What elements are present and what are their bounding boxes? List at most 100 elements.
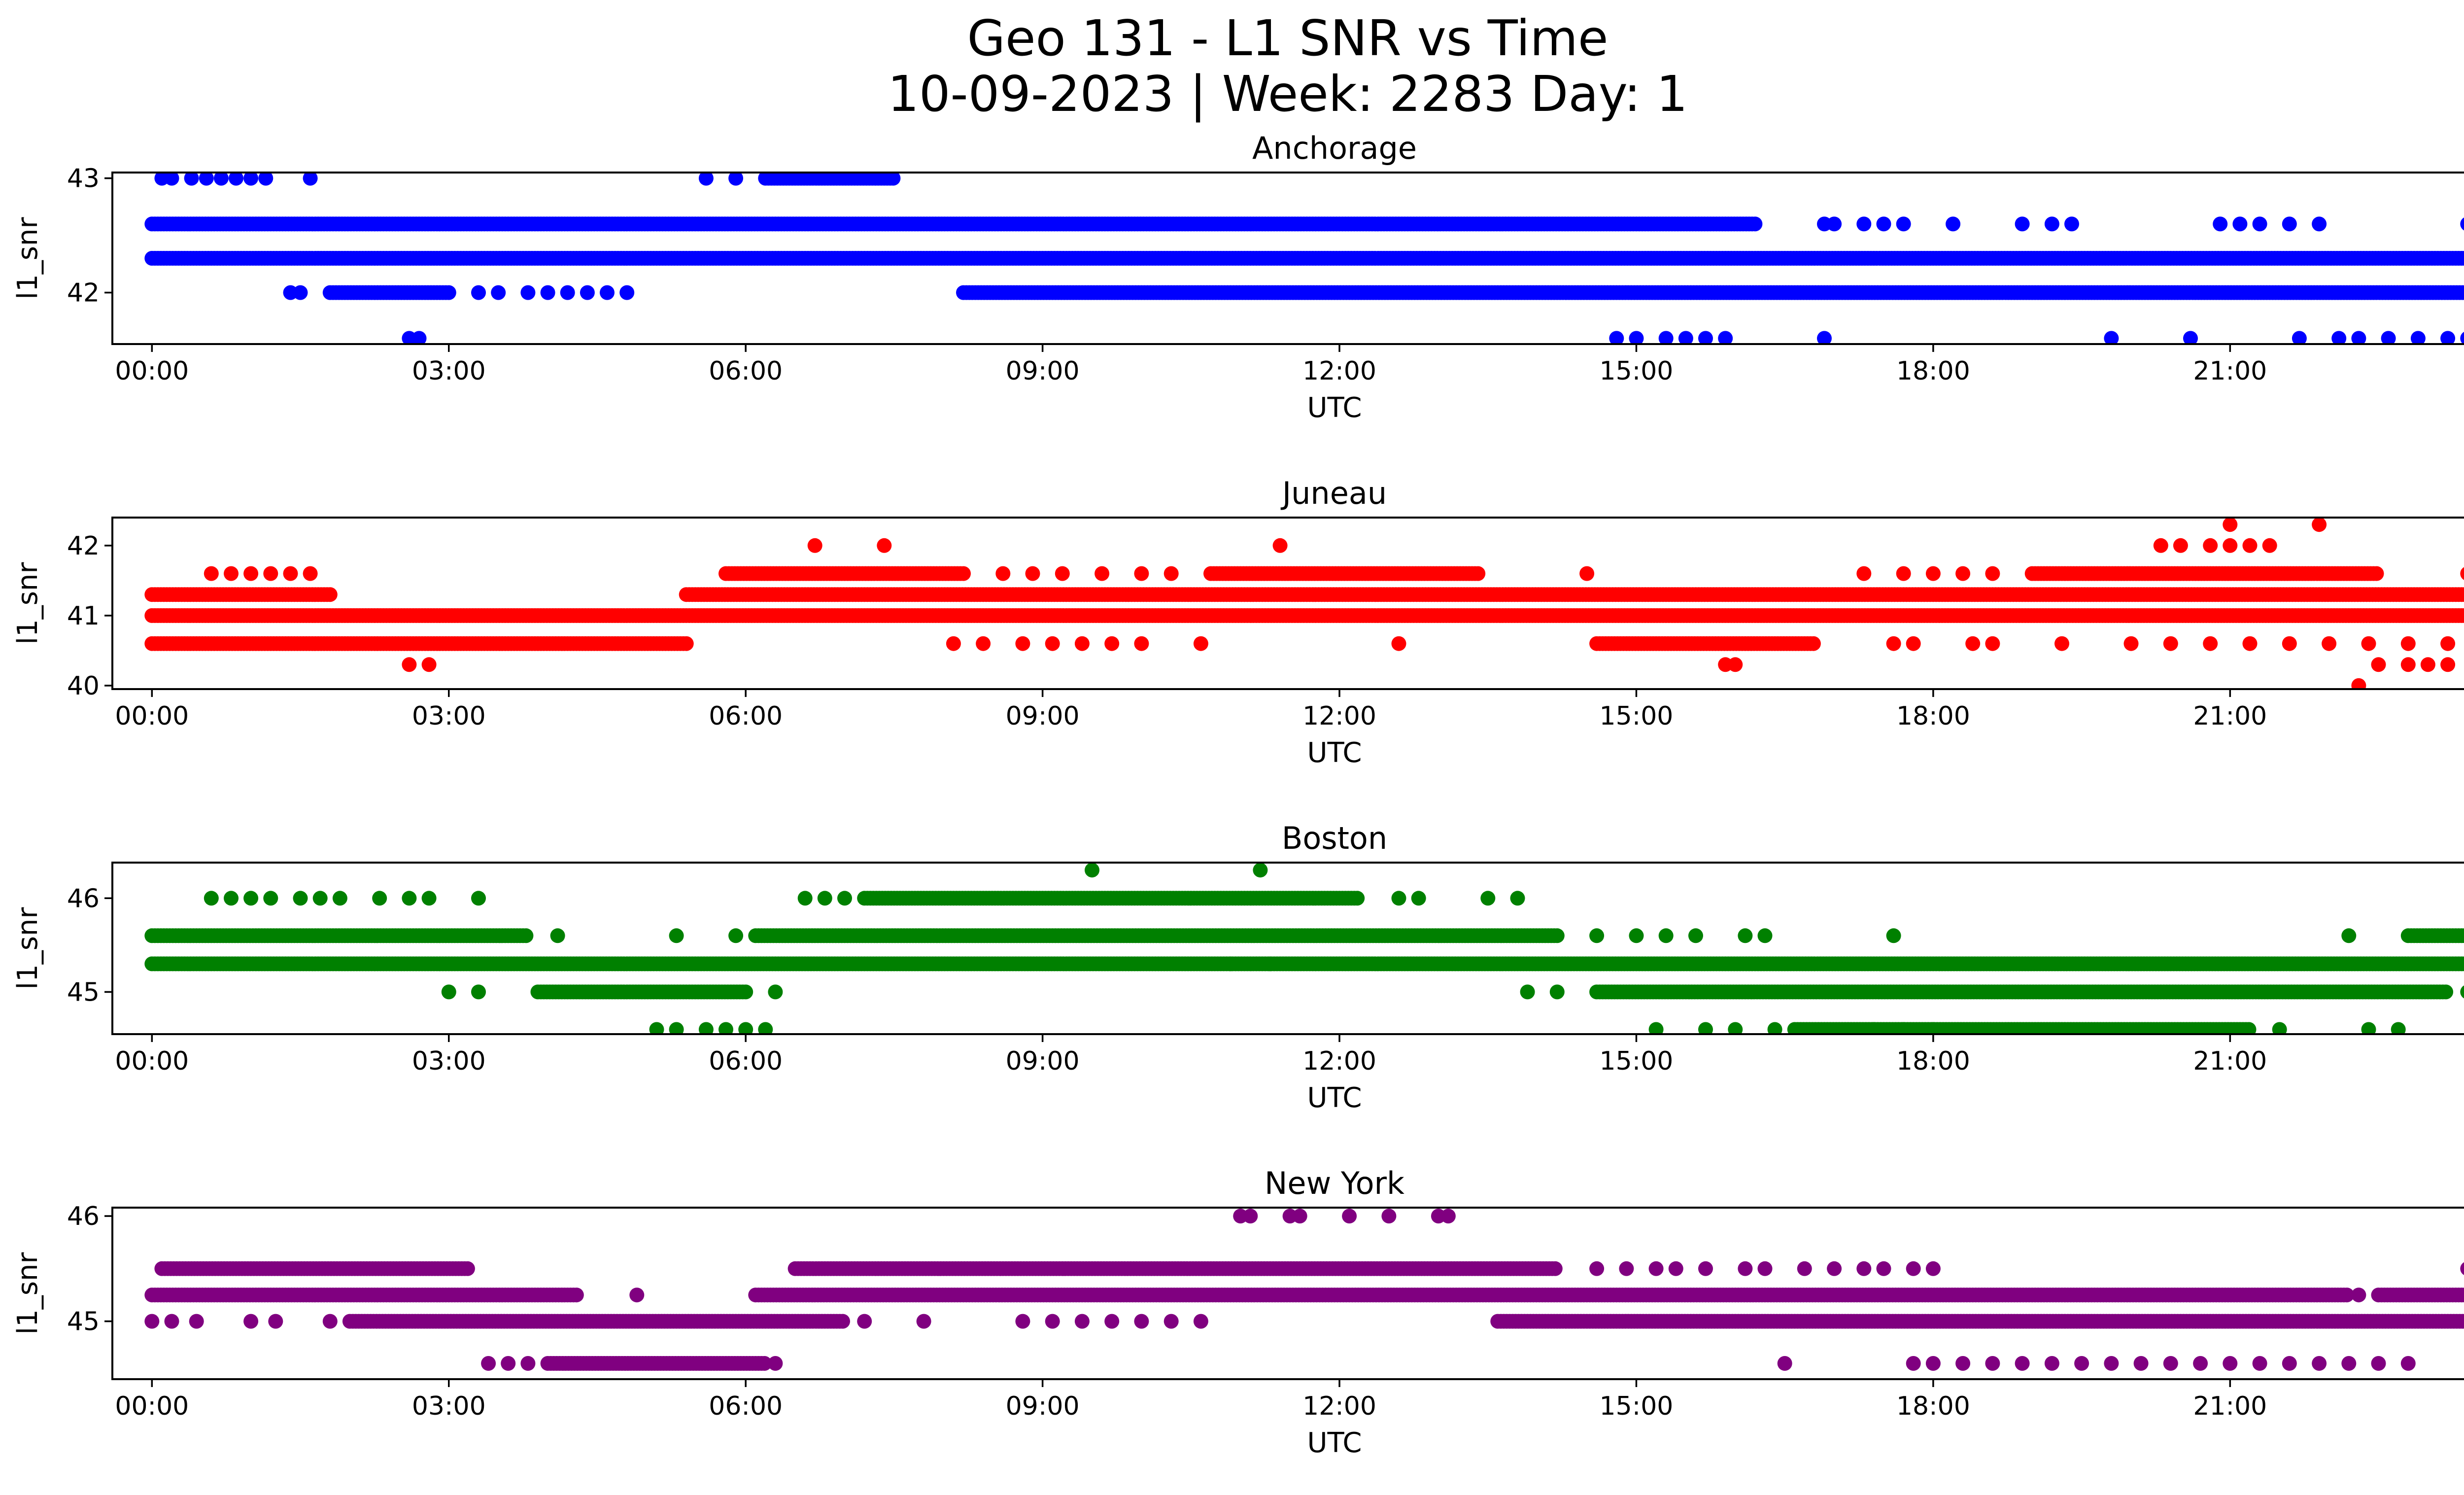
- data-point: [1193, 636, 1208, 651]
- data-point: [421, 657, 437, 672]
- data-point: [2044, 216, 2059, 232]
- data-point: [2203, 636, 2218, 651]
- data-point: [886, 173, 901, 186]
- data-point: [491, 285, 506, 300]
- x-tick-label: 09:00: [1006, 356, 1080, 386]
- x-tick-label: 03:00: [412, 701, 486, 731]
- data-point: [2351, 678, 2366, 689]
- data-point: [224, 566, 239, 581]
- data-point: [2400, 636, 2416, 651]
- axes-frame: [111, 172, 2464, 345]
- x-tick-label: 06:00: [709, 356, 783, 386]
- data-point: [164, 173, 179, 186]
- data-point: [263, 566, 278, 581]
- data-point: [441, 285, 456, 300]
- data-point: [2104, 331, 2119, 344]
- data-point: [2242, 538, 2258, 553]
- data-point: [2064, 216, 2079, 232]
- data-point: [2351, 331, 2366, 344]
- data-point: [1906, 636, 1921, 651]
- data-point: [2153, 538, 2168, 553]
- data-point: [1965, 636, 1981, 651]
- data-point: [1104, 636, 1120, 651]
- axes-frame: [111, 517, 2464, 690]
- data-point: [1747, 216, 1763, 232]
- data-point: [2381, 331, 2396, 344]
- data-point: [1728, 657, 1743, 672]
- data-point: [1272, 538, 1288, 553]
- data-point: [2252, 216, 2267, 232]
- data-point: [1579, 566, 1595, 581]
- data-point: [1876, 216, 1891, 232]
- data-point: [184, 173, 199, 186]
- data-point: [2203, 538, 2218, 553]
- data-point: [2440, 331, 2456, 344]
- figure-title-line2: 10-09-2023 | Week: 2283 Day: 1: [888, 65, 1687, 123]
- data-point: [1955, 566, 1971, 581]
- data-point: [2242, 636, 2258, 651]
- data-point: [199, 173, 214, 186]
- data-point: [1658, 331, 1674, 344]
- data-point: [2223, 538, 2238, 553]
- data-point: [2460, 609, 2464, 623]
- x-tick-label: 00:00: [115, 701, 189, 731]
- y-axis-label: l1_snr: [12, 562, 44, 645]
- figure-title-line1: Geo 131 - L1 SNR vs Time: [967, 9, 1608, 67]
- data-point: [2460, 588, 2464, 601]
- data-point: [2440, 657, 2456, 672]
- series-boston: [144, 863, 2464, 1034]
- data-point: [2123, 636, 2139, 651]
- data-point: [2400, 657, 2416, 672]
- data-point: [1886, 636, 1901, 651]
- data-point: [1806, 636, 1821, 651]
- data-point: [411, 331, 427, 344]
- x-tick-label: 12:00: [1302, 701, 1376, 731]
- x-tick-label: 21:00: [2193, 701, 2267, 731]
- data-point: [2461, 286, 2464, 299]
- data-point: [1134, 566, 1149, 581]
- data-point: [2232, 216, 2248, 232]
- data-point: [1629, 331, 1644, 344]
- data-point: [1164, 566, 1179, 581]
- data-point: [679, 636, 694, 651]
- data-point: [2369, 566, 2384, 581]
- data-point: [976, 636, 991, 651]
- data-point: [2371, 657, 2386, 672]
- data-point: [1896, 216, 1911, 232]
- data-point: [1025, 566, 1040, 581]
- data-point: [2282, 636, 2297, 651]
- data-point: [1134, 636, 1149, 651]
- subplot-title: Juneau: [1280, 475, 1387, 511]
- data-point: [258, 173, 274, 186]
- data-point: [877, 538, 892, 553]
- y-axis-label: l1_snr: [12, 217, 44, 300]
- data-point: [1946, 216, 1961, 232]
- data-point: [2312, 216, 2327, 232]
- data-point: [2183, 331, 2198, 344]
- data-point: [1827, 216, 1842, 232]
- x-tick-label: 15:00: [1600, 701, 1674, 731]
- x-tick-label: 06:00: [709, 701, 783, 731]
- data-point: [229, 173, 243, 186]
- data-point: [540, 285, 555, 300]
- data-point: [1718, 331, 1733, 344]
- x-axis-label: UTC: [1307, 737, 1362, 769]
- data-point: [1391, 636, 1406, 651]
- y-tick-label: 43: [67, 164, 100, 194]
- series-anchorage: [144, 173, 2464, 344]
- data-point: [560, 285, 575, 300]
- data-point: [283, 566, 298, 581]
- series-juneau: [144, 518, 2464, 689]
- data-point: [1074, 636, 1090, 651]
- data-point: [303, 566, 318, 581]
- data-point: [1609, 331, 1624, 344]
- y-tick-label: 42: [67, 531, 100, 561]
- data-point: [946, 636, 961, 651]
- data-point: [1925, 566, 1941, 581]
- data-point: [402, 657, 417, 672]
- data-point: [2460, 957, 2464, 971]
- data-point: [2460, 217, 2464, 231]
